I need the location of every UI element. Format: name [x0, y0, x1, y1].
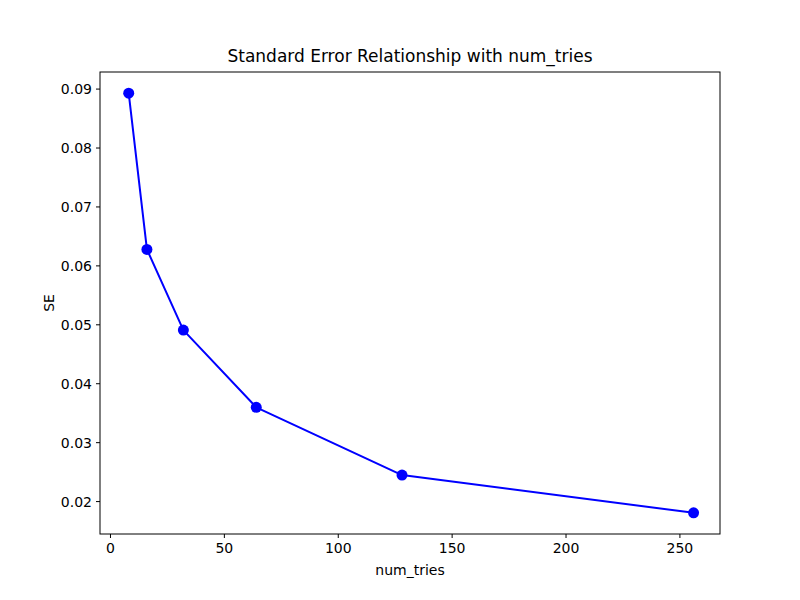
y-tick-label: 0.07 [61, 199, 92, 215]
data-line [129, 93, 694, 513]
y-tick-label: 0.06 [61, 258, 92, 274]
x-tick-label: 50 [215, 540, 233, 556]
y-tick-label: 0.03 [61, 435, 92, 451]
y-tick-label: 0.04 [61, 376, 92, 392]
plot-area: Standard Error Relationship with num_tri… [0, 0, 800, 600]
data-point [141, 244, 152, 255]
x-tick-label: 200 [553, 540, 580, 556]
x-tick-label: 100 [325, 540, 352, 556]
data-point [251, 402, 262, 413]
axes-border [100, 72, 720, 534]
data-point [178, 325, 189, 336]
y-axis-label: SE [41, 294, 57, 312]
y-tick-label: 0.02 [61, 494, 92, 510]
x-tick-label: 0 [106, 540, 115, 556]
x-tick-label: 150 [439, 540, 466, 556]
x-tick-label: 250 [667, 540, 694, 556]
figure: Standard Error Relationship with num_tri… [0, 0, 800, 600]
y-tick-label: 0.05 [61, 317, 92, 333]
y-tick-label: 0.09 [61, 81, 92, 97]
chart-title: Standard Error Relationship with num_tri… [227, 46, 592, 67]
data-point [123, 88, 134, 99]
data-point [688, 507, 699, 518]
y-tick-label: 0.08 [61, 140, 92, 156]
x-axis-label: num_tries [375, 562, 444, 578]
data-point [397, 470, 408, 481]
